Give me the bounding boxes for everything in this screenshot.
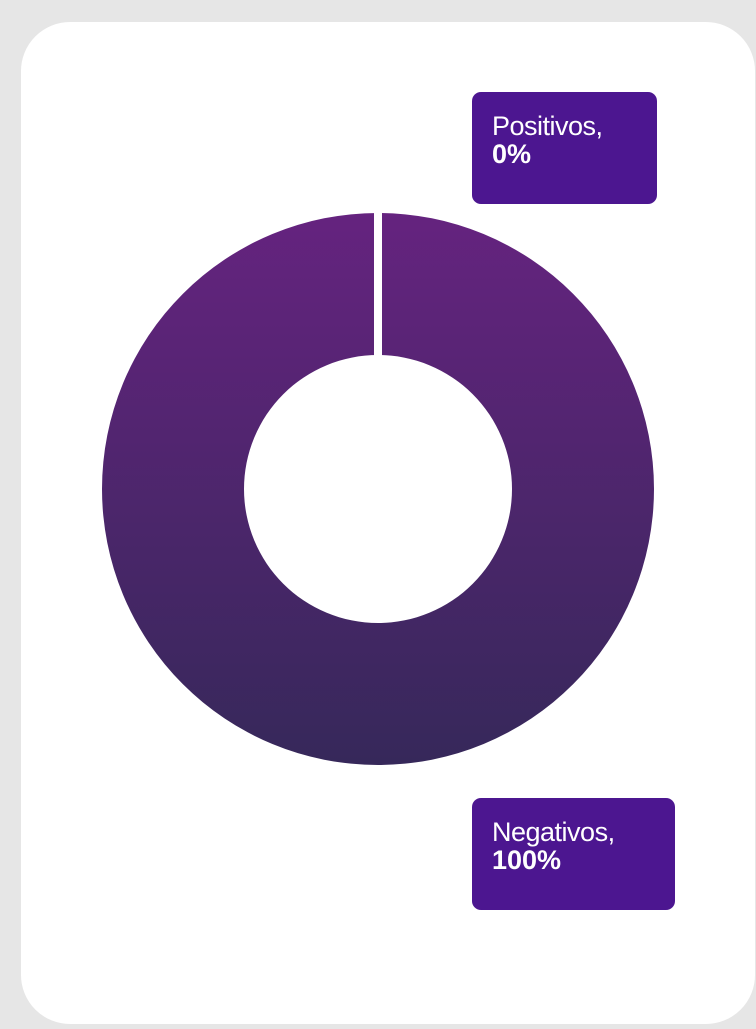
label-positivos-value: 0% [492, 139, 532, 169]
label-positivos-name: Positivos, [492, 111, 603, 141]
label-negativos-value: 100% [492, 845, 562, 875]
label-positivos: Positivos, 0% [472, 92, 657, 204]
slice-separator [374, 211, 382, 357]
label-negativos: Negativos, 100% [472, 798, 675, 910]
slice-negativos [102, 213, 654, 765]
label-negativos-name: Negativos, [492, 817, 615, 847]
donut-slices [102, 211, 654, 765]
